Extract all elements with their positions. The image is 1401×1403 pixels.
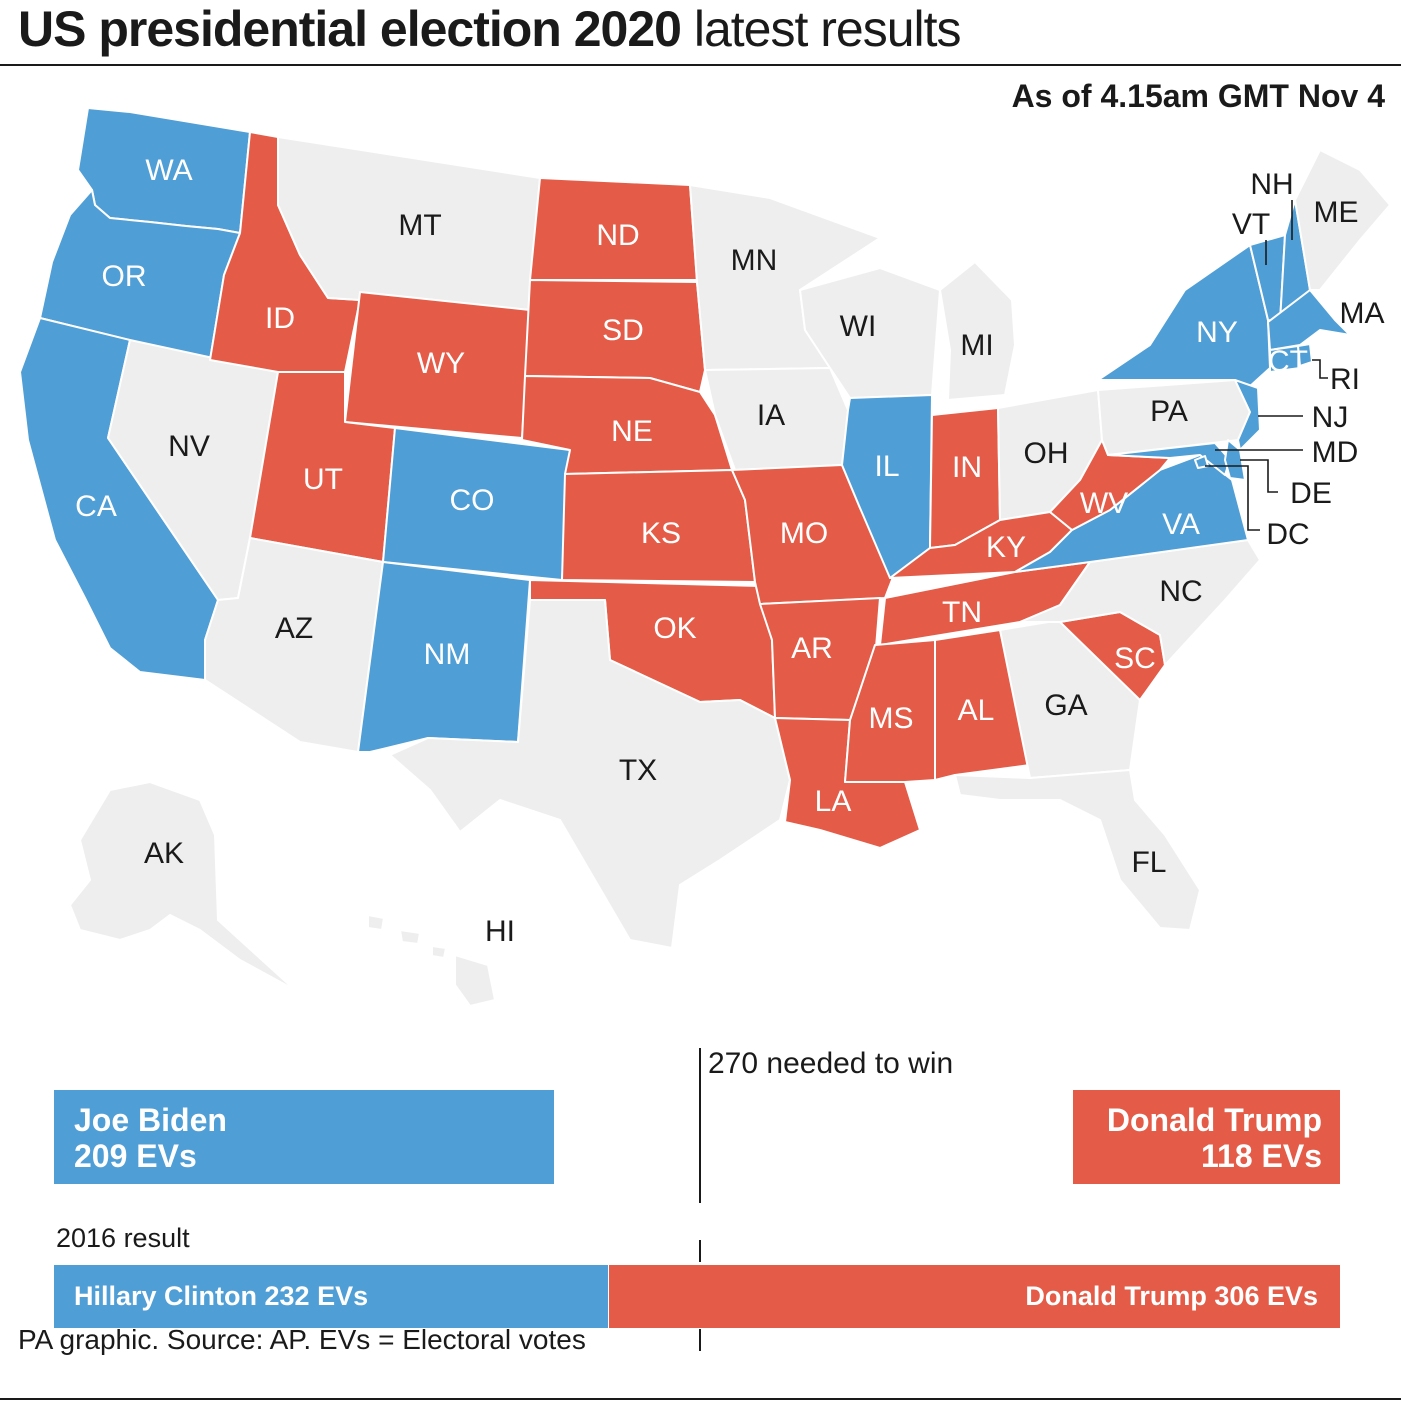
state-label-wy: WY <box>417 347 465 380</box>
trump-2016-bar: Donald Trump 306 EVs <box>609 1265 1340 1328</box>
state-label-ri: RI <box>1330 363 1360 396</box>
state-label-nm: NM <box>424 638 471 671</box>
source-footer: PA graphic. Source: AP. EVs = Electoral … <box>18 1324 586 1355</box>
state-label-id: ID <box>265 302 295 335</box>
trump-bar: Donald Trump 118 EVs <box>1073 1090 1340 1184</box>
state-label-oh: OH <box>1024 437 1069 470</box>
biden-bar: Joe Biden 209 EVs <box>54 1090 554 1184</box>
state-label-pa: PA <box>1150 395 1188 428</box>
state-label-me: ME <box>1314 196 1359 229</box>
threshold-tick-bottom <box>699 1329 701 1351</box>
state-label-fl: FL <box>1131 846 1166 879</box>
state-TX[interactable] <box>389 599 791 949</box>
state-label-ct: CT <box>1268 345 1308 378</box>
state-MD[interactable] <box>1107 442 1231 476</box>
state-label-az: AZ <box>275 612 313 645</box>
state-label-sc: SC <box>1114 642 1156 675</box>
state-AL[interactable] <box>934 629 1031 781</box>
state-NY[interactable] <box>1097 244 1271 389</box>
threshold-line <box>699 1048 701 1203</box>
state-label-wa: WA <box>145 154 192 187</box>
state-label-mi: MI <box>960 329 993 362</box>
state-NC[interactable] <box>1019 539 1261 666</box>
page-title: US presidential election 2020 latest res… <box>18 0 962 60</box>
leader-ri <box>1312 359 1328 379</box>
title-light: latest results <box>693 1 962 57</box>
threshold-tick-top <box>699 1240 701 1262</box>
state-label-mn: MN <box>731 244 778 277</box>
clinton-2016-bar: Hillary Clinton 232 EVs <box>54 1265 608 1328</box>
trump-name: Donald Trump <box>1106 1102 1322 1138</box>
leader-dc <box>1205 465 1260 531</box>
state-label-hi: HI <box>485 915 515 948</box>
biden-evs: 209 EVs <box>74 1138 197 1174</box>
state-label-ms: MS <box>869 702 914 735</box>
state-label-ca: CA <box>75 490 117 523</box>
state-label-ar: AR <box>791 632 833 665</box>
state-MI[interactable] <box>939 261 1016 401</box>
state-label-ga: GA <box>1044 689 1087 722</box>
state-label-mt: MT <box>398 209 441 242</box>
state-label-vt: VT <box>1232 208 1270 241</box>
state-label-co: CO <box>450 484 495 517</box>
state-label-ny: NY <box>1196 316 1238 349</box>
state-label-sd: SD <box>602 314 644 347</box>
state-AK[interactable] <box>69 781 296 991</box>
leader-de <box>1240 459 1278 493</box>
threshold-label: 270 needed to win <box>708 1047 954 1080</box>
state-label-nh: NH <box>1250 168 1293 201</box>
state-label-ma: MA <box>1340 297 1385 330</box>
state-label-ia: IA <box>757 399 785 432</box>
state-label-ky: KY <box>986 531 1026 564</box>
state-label-wi: WI <box>840 310 877 343</box>
state-label-tx: TX <box>619 754 657 787</box>
as-of-timestamp: As of 4.15am GMT Nov 4 <box>1011 78 1385 114</box>
state-label-nv: NV <box>168 430 210 463</box>
state-label-la: LA <box>815 785 852 818</box>
state-label-al: AL <box>958 694 995 727</box>
state-label-va: VA <box>1162 508 1200 541</box>
biden-name: Joe Biden <box>74 1102 227 1138</box>
state-RI[interactable] <box>1297 343 1313 367</box>
state-label-ks: KS <box>641 517 681 550</box>
title-bold: US presidential election 2020 <box>18 1 682 57</box>
state-label-wv: WV <box>1080 487 1128 520</box>
state-label-in: IN <box>952 451 982 484</box>
state-label-nc: NC <box>1159 575 1202 608</box>
us-election-map: WA OR CA NV ID MT WY UT AZ CO NM ND SD NE KS OK TX MN IA MO… <box>19 107 1391 1007</box>
footer-rule <box>0 1398 1401 1400</box>
state-label-ak: AK <box>144 837 184 870</box>
state-label-md: MD <box>1312 436 1359 469</box>
header-rule <box>0 64 1401 66</box>
state-FL[interactable] <box>954 769 1201 931</box>
state-ME[interactable] <box>1294 149 1391 291</box>
state-label-ut: UT <box>303 463 343 496</box>
state-label-nj: NJ <box>1312 401 1349 434</box>
state-label-de: DE <box>1290 477 1332 510</box>
state-label-ok: OK <box>653 612 696 645</box>
state-HI[interactable] <box>367 914 496 1007</box>
state-label-mo: MO <box>780 517 828 550</box>
state-label-nd: ND <box>596 219 639 252</box>
state-label-tn: TN <box>942 596 982 629</box>
trump-evs: 118 EVs <box>1201 1138 1322 1174</box>
state-label-ne: NE <box>611 415 653 448</box>
state-label-or: OR <box>102 260 147 293</box>
state-label-il: IL <box>874 450 899 483</box>
state-label-dc: DC <box>1266 518 1309 551</box>
state-CT[interactable] <box>1269 345 1301 373</box>
result-2016-label: 2016 result <box>56 1223 190 1253</box>
